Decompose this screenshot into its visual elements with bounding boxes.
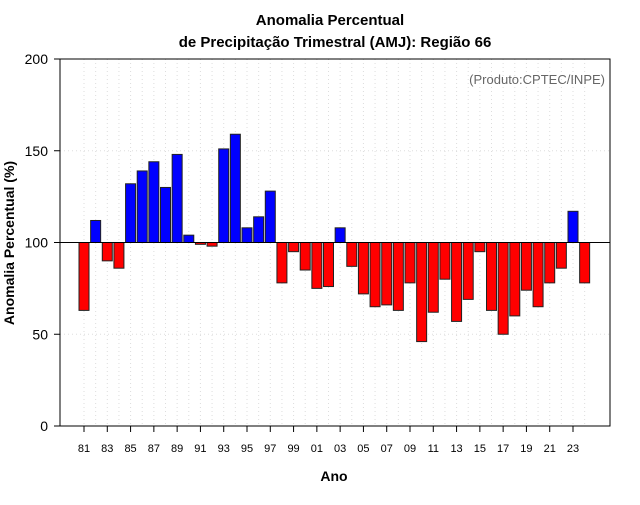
bar-2014 [462,242,474,300]
bar-2017 [497,242,509,335]
annotation: (Produto:CPTEC/INPE) [469,72,605,87]
bar-2001 [311,242,323,289]
y-tick-label: 0 [40,418,48,434]
x-axis: 81 83 85 87 89 91 93 95 97 99 01 03 05 07 09 11 13 15 17 19… [78,426,579,455]
bar-1997 [264,190,276,243]
bar-2016 [486,242,497,311]
x-tick-label: 09 [404,443,416,455]
bar-2005 [357,242,369,295]
bar-1984 [113,242,125,269]
bar-1981 [78,242,90,311]
bar-1993 [218,148,230,243]
bar-1992 [206,242,218,247]
bar-2003 [334,227,346,244]
bar-2009 [404,242,416,284]
x-tick-label: 87 [148,443,160,455]
bar-2012 [439,242,451,280]
x-tick-label: 15 [474,443,486,455]
y-tick-label: 50 [32,326,48,342]
x-tick-label: 11 [428,443,439,455]
bar-2004 [346,242,358,267]
bar-2018 [509,242,521,317]
x-tick-label: 97 [264,443,276,455]
bar-2002 [323,242,334,288]
bar-2020 [532,242,544,308]
bar-2006 [369,242,381,308]
x-tick-label: 89 [171,443,183,455]
bar-2011 [427,242,439,313]
bar-1989 [171,153,183,243]
x-tick-label: 01 [311,443,323,455]
bar-1996 [253,216,265,243]
bar-2007 [381,242,393,306]
x-tick-label: 03 [334,443,346,455]
bar-1987 [148,161,160,243]
bar-2013 [451,242,463,322]
x-tick-label: 93 [218,443,230,455]
x-tick-label: 23 [567,443,579,455]
x-tick-label: 17 [497,443,509,455]
bar-1995 [241,227,253,244]
chart-title-line2: de Precipitação Trimestral (AMJ): Região… [179,34,492,51]
bar-2019 [520,242,532,291]
bar-1998 [276,242,288,284]
x-tick-label: 99 [287,443,299,455]
bar-2023 [567,210,579,243]
x-tick-label: 85 [124,443,136,455]
x-tick-label: 95 [241,443,253,455]
x-tick-label: 91 [194,443,206,455]
bar-2021 [544,242,556,284]
bar-2022 [555,242,567,269]
bar-2024 [579,242,591,284]
bar-2015 [474,242,486,253]
bar-1994 [229,133,241,243]
bar-1986 [136,170,148,243]
bar-2008 [392,242,404,311]
y-tick-label: 100 [25,235,49,251]
x-tick-label: 81 [78,443,90,455]
x-axis-label: Ano [320,468,347,484]
y-tick-label: 150 [25,143,49,159]
bar-1982 [90,219,102,243]
x-tick-label: 05 [357,443,369,455]
chart-title-line1: Anomalia Percentual [256,12,404,29]
y-tick-label: 200 [25,51,49,67]
bar-1983 [101,242,113,262]
y-axis: 0 50 100 150 200 [25,51,60,434]
bar-2010 [416,242,428,343]
bar-2000 [299,242,311,271]
bar-1999 [288,242,300,253]
x-tick-label: 19 [520,443,532,455]
x-tick-label: 83 [101,443,113,455]
bars [78,133,591,343]
x-tick-label: 13 [450,443,462,455]
bar-1990 [183,234,195,244]
x-tick-label: 07 [381,443,393,455]
x-tick-label: 21 [544,443,556,455]
bar-1988 [160,186,171,243]
bar-1985 [125,183,137,243]
y-axis-label: Anomalia Percentual (%) [1,161,17,325]
